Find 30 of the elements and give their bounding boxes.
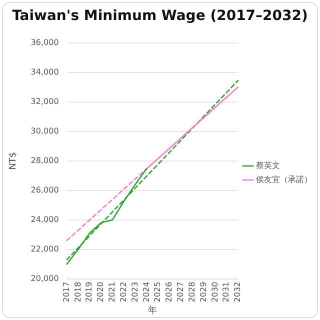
- x-tick-label: 2026: [164, 282, 174, 302]
- legend-label: 蔡英文: [256, 161, 280, 170]
- x-tick-label: 2018: [73, 282, 82, 302]
- y-tick-label: 34,000: [30, 67, 59, 76]
- x-tick-label: 2030: [210, 282, 220, 302]
- x-tick-label: 2027: [176, 282, 186, 302]
- y-tick-label: 20,000: [30, 274, 59, 283]
- chart-title: Taiwan's Minimum Wage (2017–2032): [11, 8, 309, 24]
- x-tick-label: 2023: [130, 282, 140, 302]
- x-tick-label: 2025: [153, 282, 162, 302]
- x-tick-label: 2024: [142, 282, 151, 302]
- x-tick-label: 2032: [233, 282, 242, 302]
- x-tick-label: 2021: [108, 282, 117, 302]
- x-axis-title: 年: [148, 304, 157, 316]
- x-tick-label: 2019: [84, 282, 94, 302]
- y-tick-label: 32,000: [30, 96, 59, 106]
- x-tick-label: 2022: [118, 282, 128, 302]
- y-tick-label: 22,000: [30, 244, 59, 254]
- x-tick-label: 2020: [96, 282, 106, 302]
- y-tick-label: 30,000: [30, 126, 59, 136]
- x-tick-label: 2028: [187, 282, 196, 302]
- legend-label: 侯友宜（承諾）: [256, 175, 312, 184]
- y-tick-label: 36,000: [30, 38, 59, 47]
- x-tick-label: 2017: [62, 282, 71, 302]
- x-tick-label: 2031: [222, 282, 231, 302]
- x-tick-label: 2029: [198, 282, 208, 302]
- y-tick-label: 26,000: [30, 185, 59, 194]
- y-axis-title: NT$: [8, 152, 19, 170]
- y-tick-label: 24,000: [30, 214, 59, 224]
- y-tick-label: 28,000: [30, 156, 59, 165]
